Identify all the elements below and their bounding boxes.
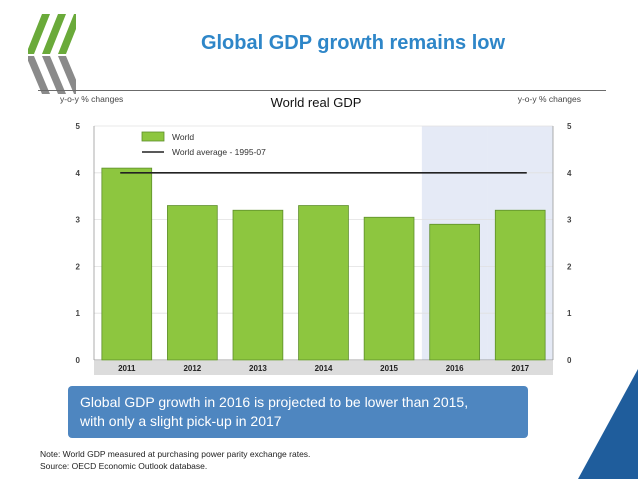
callout-line-2: with only a slight pick-up in 2017 <box>80 413 282 429</box>
ylabel-right: y-o-y % changes <box>518 94 581 104</box>
oecd-logo <box>28 14 76 94</box>
corner-triangle <box>578 369 638 479</box>
bar-2016 <box>429 223 480 361</box>
chart-title: World real GDP <box>271 95 362 110</box>
footnote-source: Source: OECD Economic Outlook database. <box>40 461 208 471</box>
xtick-2011: 2011 <box>118 364 136 373</box>
bar-2014 <box>298 205 349 361</box>
bar-2015 <box>363 216 415 361</box>
logo-stripe-5 <box>42 56 66 94</box>
ytick-right-4: 4 <box>567 169 572 178</box>
ytick-right-1: 1 <box>567 309 572 318</box>
xtick-2012: 2012 <box>183 364 201 373</box>
legend-swatch-world <box>141 131 165 142</box>
xtick-2017: 2017 <box>511 364 529 373</box>
logo-stripe-2 <box>42 14 66 54</box>
ytick-left-4: 4 <box>76 169 81 178</box>
callout-box: Global GDP growth in 2016 is projected t… <box>68 386 528 438</box>
world-gdp-chart: 0 0 1 1 2 2 3 3 4 4 5 5 2011 2012 2013 2014 2015 2016 2017… <box>60 94 581 375</box>
ylabel-left: y-o-y % changes <box>60 94 123 104</box>
ytick-right-0: 0 <box>567 356 572 365</box>
xtick-2016: 2016 <box>446 364 464 373</box>
logo-stripe-1 <box>28 14 50 54</box>
ytick-right-2: 2 <box>567 262 572 271</box>
title-divider <box>38 90 606 91</box>
footnote-note: Note: World GDP measured at purchasing p… <box>40 449 311 459</box>
legend-label-world: World <box>172 132 194 142</box>
ytick-left-2: 2 <box>76 262 81 271</box>
ytick-right-3: 3 <box>567 216 572 225</box>
logo-stripe-3 <box>58 14 76 54</box>
logo-stripe-6 <box>58 56 76 94</box>
ytick-left-3: 3 <box>76 216 81 225</box>
bar-2011 <box>101 167 153 361</box>
ytick-left-0: 0 <box>76 356 81 365</box>
footnotes: Note: World GDP measured at purchasing p… <box>40 448 310 472</box>
corner-decoration <box>578 369 638 479</box>
ytick-right-5: 5 <box>567 122 572 131</box>
xtick-2015: 2015 <box>380 364 398 373</box>
slide-title: Global GDP growth remains low <box>200 32 506 54</box>
ytick-left-1: 1 <box>76 309 81 318</box>
xtick-2014: 2014 <box>315 364 333 373</box>
legend-label-average: World average - 1995-07 <box>172 147 266 157</box>
bar-2013 <box>232 209 284 361</box>
logo-stripe-4 <box>28 56 50 94</box>
ytick-left-5: 5 <box>76 122 81 131</box>
bar-2012 <box>167 205 218 361</box>
xaxis-band <box>94 361 553 375</box>
callout-line-1: Global GDP growth in 2016 is projected t… <box>80 394 469 410</box>
bar-2017 <box>494 209 546 361</box>
xtick-2013: 2013 <box>249 364 267 373</box>
